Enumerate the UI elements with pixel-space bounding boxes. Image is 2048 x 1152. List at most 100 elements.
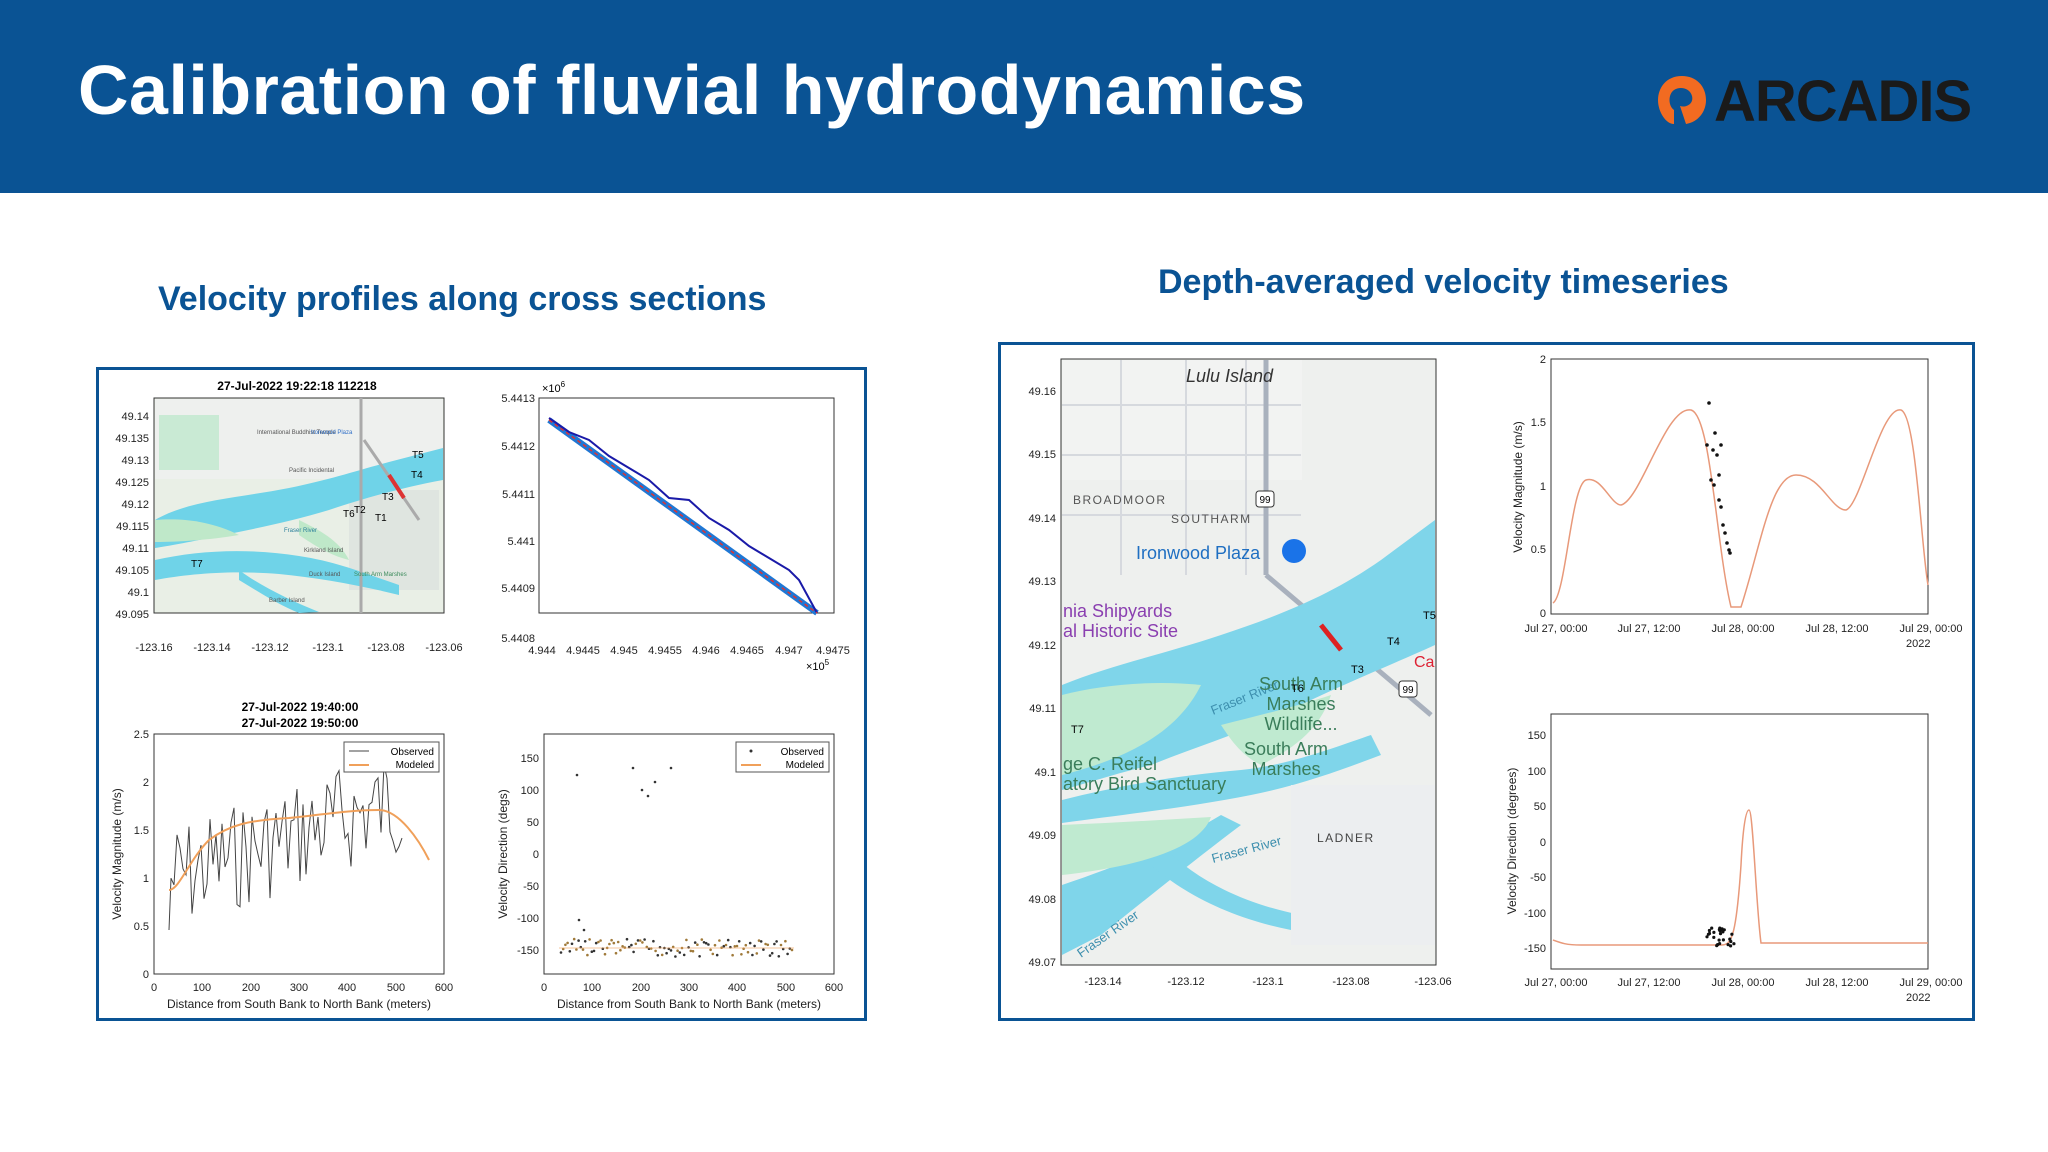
track-xtick: 4.9475 <box>816 645 850 657</box>
map-xtick: -123.08 <box>367 642 404 654</box>
map-ytick: 49.135 <box>115 433 149 445</box>
fraser-river-main <box>155 448 443 548</box>
track-ytick: 5.4411 <box>502 489 535 501</box>
magnitude-ylabel: Velocity Magnitude (m/s) <box>110 788 124 919</box>
dir-ts-observed-point <box>1712 930 1716 935</box>
mag-ts-xtick: Jul 29, 00:00 <box>1900 623 1963 635</box>
magnitude-xlabel: Distance from South Bank to North Bank (… <box>167 997 431 1011</box>
dir-ts-ytick: -150 <box>1524 943 1546 955</box>
direction-observed-point <box>779 943 783 947</box>
magnitude-ytick: 0 <box>143 969 149 981</box>
ts-map-ytick: 49.15 <box>1028 449 1056 461</box>
direction-ytick: 150 <box>521 753 539 765</box>
dir-ts-ytick: -100 <box>1524 908 1546 920</box>
magnitude-xtick: 400 <box>338 982 356 994</box>
transect-t3: T3 <box>382 492 394 503</box>
direction-observed-point <box>773 942 776 946</box>
map-label-sam: South Arm Marshes <box>354 572 407 578</box>
direction-observed-point <box>740 953 743 956</box>
mag-ts-xticks: Jul 27, 00:00 Jul 27, 12:00 Jul 28, 00:0… <box>1525 623 1963 650</box>
dir-legend-modeled-label: Modeled <box>786 760 824 771</box>
legend-observed-label: Observed <box>391 747 434 758</box>
mag-ts-observed-point <box>1705 443 1709 447</box>
direction-observed-point <box>674 955 677 958</box>
left-figure-panel: 27-Jul-2022 19:22:18 112218 Internationa… <box>96 367 867 1021</box>
ts-map-sam3: Wildlife... <box>1264 714 1337 734</box>
map-ytick: 49.125 <box>115 477 149 489</box>
map-label-ironwood: Ironwood Plaza <box>311 430 353 436</box>
magnitude-modeled-line <box>168 808 430 891</box>
ts-map-broadmoor: BROADMOOR <box>1073 493 1167 507</box>
ts-map-hwy99b: 99 <box>1402 685 1414 696</box>
ts-map-ytick: 49.12 <box>1028 640 1056 652</box>
direction-observed-point <box>689 949 693 953</box>
left-figure: 27-Jul-2022 19:22:18 112218 Internationa… <box>110 379 850 1011</box>
transect-line <box>387 473 406 500</box>
ts-map-sam2: Marshes <box>1266 694 1335 714</box>
magnitude-xtick: 500 <box>387 982 405 994</box>
dir-ts-ytick: 150 <box>1528 730 1546 742</box>
ts-map-ytick: 49.07 <box>1028 957 1056 969</box>
fraser-river-south <box>155 551 399 595</box>
direction-observed-point <box>630 943 633 947</box>
direction-observed-point <box>735 944 739 948</box>
direction-observed-point <box>718 939 721 942</box>
mag-ts-observed-point <box>1721 523 1725 527</box>
ts-map-xticks: -123.14 -123.12 -123.1 -123.08 -123.06 <box>1084 976 1451 988</box>
direction-ylabel: Velocity Direction (degs) <box>496 789 510 918</box>
magnitude-xtick: 600 <box>435 982 453 994</box>
island-west <box>155 519 239 542</box>
direction-axes <box>543 733 835 975</box>
map-ytick: 49.14 <box>121 411 149 423</box>
direction-observed-point <box>652 939 655 943</box>
dir-ts-xtick: Jul 27, 00:00 <box>1525 977 1588 989</box>
direction-observed-point <box>621 945 624 948</box>
direction-observed-point <box>577 939 580 942</box>
track-ytick: 5.441 <box>507 536 535 548</box>
direction-observed-point <box>590 950 594 953</box>
island-mid <box>299 520 349 560</box>
direction-xtick: 500 <box>777 982 795 994</box>
arcadis-logo: ARCADIS <box>1652 69 1992 134</box>
dir-ts-observed-point <box>1729 939 1733 944</box>
mag-ts-observed-point <box>1713 431 1717 435</box>
direction-xtick: 600 <box>825 982 843 994</box>
direction-observed-point <box>610 938 613 942</box>
ts-transect-line <box>1319 623 1343 652</box>
ts-island-west <box>1062 683 1201 775</box>
arcadis-logo-icon <box>1658 76 1706 124</box>
dir-ts-xtick: Jul 28, 12:00 <box>1806 977 1869 989</box>
transect-t5: T5 <box>412 450 424 461</box>
direction-observed-point <box>786 952 789 956</box>
transect-t4: T4 <box>411 470 423 481</box>
direction-observed-point <box>581 948 585 951</box>
ts-map-sam4: South Arm <box>1244 739 1328 759</box>
ts-map-yticks: 49.16 49.15 49.14 49.13 49.12 49.11 49.1… <box>1028 386 1056 969</box>
map-label-barber: Barber Island <box>269 598 305 604</box>
ts-map-southarm: SOUTHARM <box>1171 512 1252 526</box>
magnitude-ytick: 1.5 <box>134 825 149 837</box>
magnitude-legend <box>343 741 440 773</box>
direction-observed-point <box>653 780 657 784</box>
ts-map-xtick: -123.12 <box>1167 976 1204 988</box>
map-xtick: -123.06 <box>425 642 462 654</box>
direction-observed-point <box>594 941 598 945</box>
track-xtick: 4.9465 <box>730 645 764 657</box>
track-ytick: 5.4408 <box>501 633 535 645</box>
map-park <box>159 415 219 470</box>
track-xtick: 4.947 <box>775 645 803 657</box>
mag-ts-xtick: Jul 28, 12:00 <box>1806 623 1869 635</box>
dir-ts-observed-point <box>1718 926 1722 930</box>
direction-yticks: 150 100 50 0 -50 -100 -150 <box>517 753 539 957</box>
direction-observed-point <box>762 948 765 951</box>
direction-observed-point <box>646 794 650 798</box>
magnitude-yticks: 2.5 2 1.5 1 0.5 0 <box>134 729 149 981</box>
mag-ts-ytick: 0 <box>1540 608 1546 620</box>
map-label-duck: Duck Island <box>309 572 340 578</box>
direction-observed-point <box>616 940 620 944</box>
ts-map-road-grid <box>1062 360 1301 575</box>
dir-ts-observed-point <box>1715 944 1719 948</box>
direction-xtick: 300 <box>680 982 698 994</box>
track-subplot: ×106 ×105 5.4413 5.4412 5.4411 5.441 5.4… <box>501 380 849 673</box>
dir-ts-observed-point <box>1730 932 1734 936</box>
